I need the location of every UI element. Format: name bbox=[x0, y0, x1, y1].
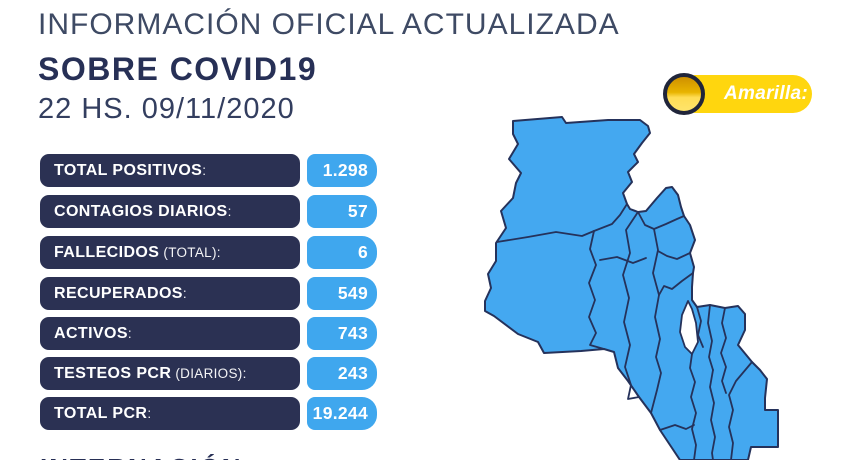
table-row: TOTAL PCR: 19.244 bbox=[0, 397, 860, 430]
catamarca-map bbox=[470, 95, 860, 460]
province-outline bbox=[484, 116, 779, 460]
catamarca-map-svg bbox=[484, 116, 779, 460]
stat-label-suffix: : bbox=[182, 286, 187, 301]
stat-label-text: CONTAGIOS DIARIOS bbox=[54, 203, 228, 220]
stat-label-text: TOTAL POSITIVOS bbox=[54, 162, 203, 179]
stat-label-total-positivos: TOTAL POSITIVOS: bbox=[40, 154, 300, 187]
table-row: RECUPERADOS: 549 bbox=[0, 277, 860, 310]
yellow-phase-dot-icon bbox=[663, 73, 705, 115]
stat-label-total-pcr: TOTAL PCR: bbox=[40, 397, 300, 430]
stat-label-text: TOTAL PCR bbox=[54, 405, 148, 422]
stat-label-activos: ACTIVOS: bbox=[40, 317, 300, 350]
stat-label-recuperados: RECUPERADOS: bbox=[40, 277, 300, 310]
stat-label-suffix: (TOTAL): bbox=[159, 245, 221, 260]
legend-amarilla-label: Amarilla: bbox=[724, 83, 809, 104]
stat-value-total-positivos: 1.298 bbox=[307, 154, 377, 187]
table-row: FALLECIDOS (TOTAL): 6 bbox=[0, 236, 860, 269]
stat-value-testeos-pcr: 243 bbox=[307, 357, 377, 390]
table-row: CONTAGIOS DIARIOS: 57 bbox=[0, 195, 860, 228]
table-row: ACTIVOS: 743 bbox=[0, 317, 860, 350]
stat-label-text: ACTIVOS bbox=[54, 325, 128, 342]
stat-label-text: FALLECIDOS bbox=[54, 244, 160, 261]
stat-label-fallecidos: FALLECIDOS (TOTAL): bbox=[40, 236, 300, 269]
stat-value-activos: 743 bbox=[307, 317, 377, 350]
page-title-line1: INFORMACIÓN OFICIAL ACTUALIZADA bbox=[38, 8, 620, 41]
stat-label-suffix: : bbox=[202, 163, 207, 178]
stat-value-total-pcr: 19.244 bbox=[307, 397, 377, 430]
stat-label-suffix: : bbox=[127, 326, 132, 341]
table-row: TESTEOS PCR (DIARIOS): 243 bbox=[0, 357, 860, 390]
stat-value-recuperados: 549 bbox=[307, 277, 377, 310]
department-white-sliver bbox=[679, 300, 699, 355]
stat-label-text: TESTEOS PCR bbox=[54, 365, 172, 382]
stat-label-testeos-pcr: TESTEOS PCR (DIARIOS): bbox=[40, 357, 300, 390]
stat-value-fallecidos: 6 bbox=[307, 236, 377, 269]
table-row: TOTAL POSITIVOS: 1.298 bbox=[0, 154, 860, 187]
stat-label-text: RECUPERADOS bbox=[54, 285, 183, 302]
report-datetime: 22 HS. 09/11/2020 bbox=[38, 93, 295, 125]
stat-value-contagios-diarios: 57 bbox=[307, 195, 377, 228]
stat-label-contagios-diarios: CONTAGIOS DIARIOS: bbox=[40, 195, 300, 228]
partial-bottom-text: INTERNACIÓN bbox=[40, 453, 360, 460]
stat-label-suffix: : bbox=[227, 204, 232, 219]
stat-label-suffix: : bbox=[147, 406, 152, 421]
department-borders bbox=[496, 203, 753, 460]
stat-label-suffix: (DIARIOS): bbox=[171, 366, 247, 381]
page-title-line2: SOBRE COVID19 bbox=[38, 51, 318, 87]
